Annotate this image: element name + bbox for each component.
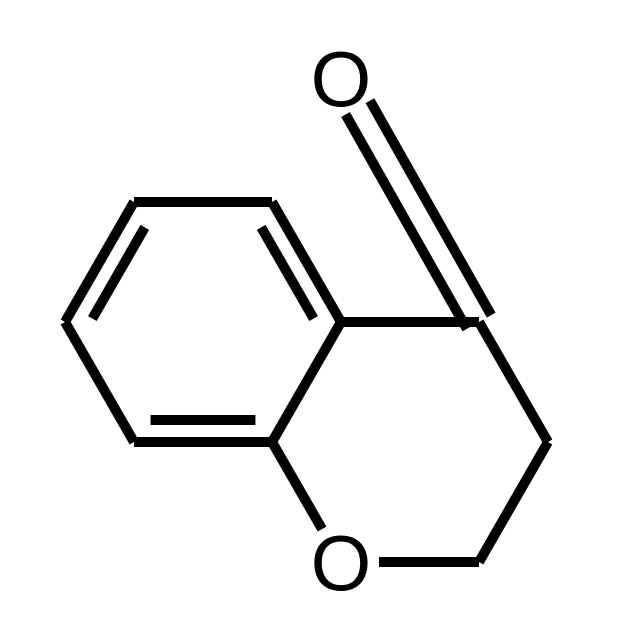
atom-label-o: O [311,519,372,607]
molecule-canvas: OO [0,0,636,640]
atom-label-o: O [311,35,372,123]
